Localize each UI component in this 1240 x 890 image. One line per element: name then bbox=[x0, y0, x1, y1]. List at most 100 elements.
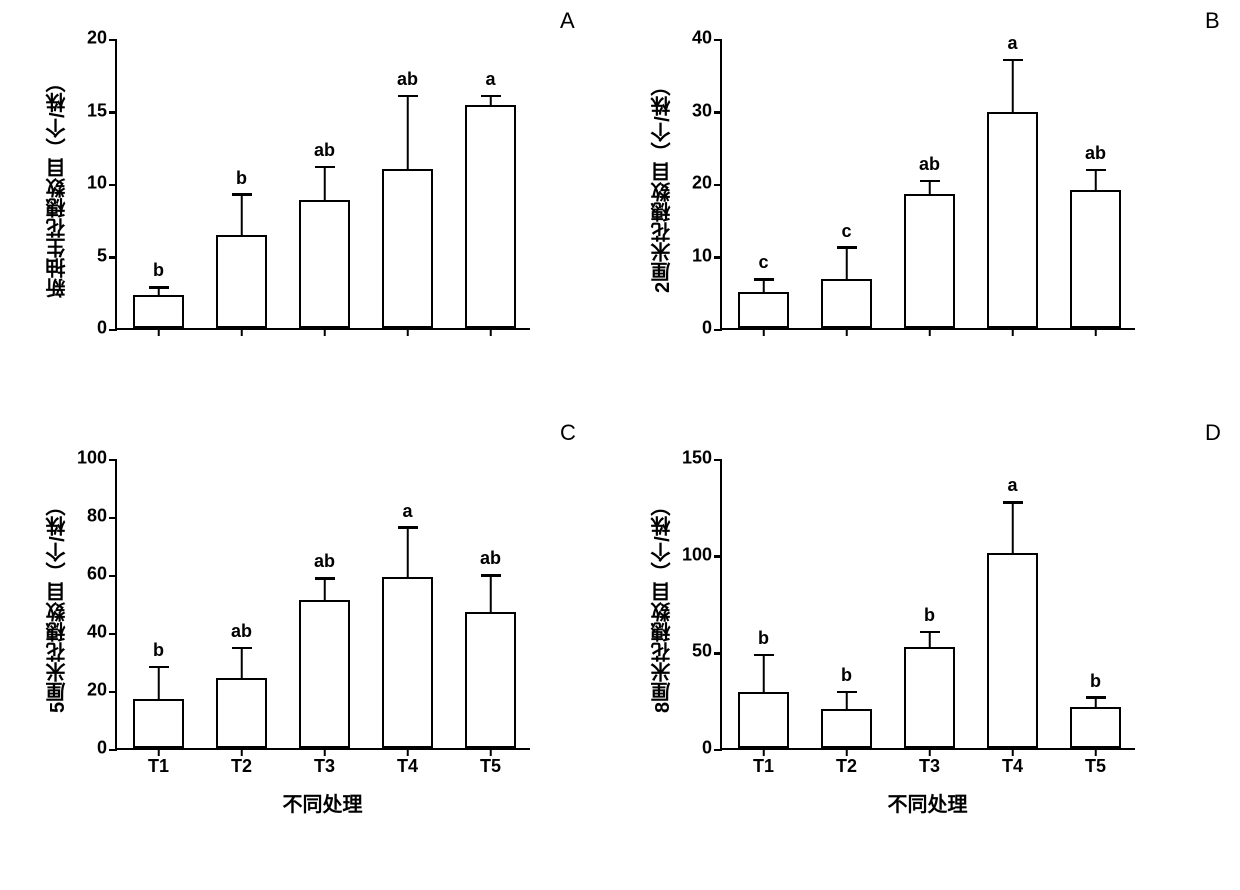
error-cap bbox=[481, 574, 501, 577]
significance-label: ab bbox=[480, 548, 501, 569]
y-tick bbox=[109, 691, 117, 694]
significance-label: b bbox=[153, 260, 164, 281]
bar bbox=[904, 647, 955, 748]
x-tick-label: T3 bbox=[919, 756, 940, 777]
x-tick bbox=[1094, 328, 1097, 336]
x-tick bbox=[240, 328, 243, 336]
error-cap bbox=[149, 666, 169, 669]
error-cap bbox=[232, 647, 252, 650]
panel-label-d: D bbox=[1205, 420, 1221, 446]
significance-label: c bbox=[841, 221, 851, 242]
x-axis-label: 不同处理 bbox=[720, 788, 1135, 817]
x-tick bbox=[323, 748, 326, 756]
y-tick-label: 15 bbox=[87, 100, 107, 121]
y-tick bbox=[714, 184, 722, 187]
error-bar bbox=[845, 692, 848, 709]
y-tick-label: 20 bbox=[87, 680, 107, 701]
error-cap bbox=[398, 95, 418, 98]
x-tick-label: T2 bbox=[836, 756, 857, 777]
y-tick bbox=[714, 39, 722, 42]
x-tick bbox=[928, 748, 931, 756]
bar bbox=[738, 692, 789, 748]
error-cap bbox=[837, 691, 857, 694]
error-cap bbox=[1003, 501, 1023, 504]
bar bbox=[382, 169, 433, 329]
significance-label: a bbox=[485, 69, 495, 90]
bar bbox=[465, 612, 516, 748]
y-tick-label: 50 bbox=[692, 641, 712, 662]
error-bar bbox=[928, 181, 931, 194]
significance-label: a bbox=[402, 501, 412, 522]
significance-label: ab bbox=[231, 621, 252, 642]
error-cap bbox=[1086, 169, 1106, 172]
bar bbox=[821, 709, 872, 748]
bar bbox=[382, 577, 433, 748]
error-cap bbox=[1003, 59, 1023, 62]
bar bbox=[738, 292, 789, 328]
y-tick bbox=[714, 329, 722, 332]
significance-label: ab bbox=[314, 140, 335, 161]
error-bar bbox=[240, 195, 243, 236]
y-axis-label: 2厘米花穗数目（个/株） bbox=[648, 40, 677, 330]
error-bar bbox=[845, 248, 848, 279]
bar bbox=[133, 699, 184, 748]
x-tick bbox=[1094, 748, 1097, 756]
x-tick bbox=[489, 748, 492, 756]
error-bar bbox=[489, 575, 492, 611]
x-tick bbox=[489, 328, 492, 336]
y-tick-label: 0 bbox=[702, 738, 712, 759]
error-bar bbox=[240, 648, 243, 678]
error-bar bbox=[762, 655, 765, 692]
error-bar bbox=[1011, 502, 1014, 552]
error-cap bbox=[149, 286, 169, 289]
significance-label: b bbox=[236, 168, 247, 189]
panel-label-a: A bbox=[560, 8, 575, 34]
significance-label: ab bbox=[1085, 143, 1106, 164]
x-tick-label: T1 bbox=[148, 756, 169, 777]
x-tick-label: T1 bbox=[753, 756, 774, 777]
bar bbox=[987, 112, 1038, 328]
y-tick bbox=[714, 459, 722, 462]
y-tick-label: 10 bbox=[692, 245, 712, 266]
error-bar bbox=[1011, 60, 1014, 112]
x-tick bbox=[240, 748, 243, 756]
bar bbox=[1070, 190, 1121, 328]
significance-label: ab bbox=[919, 154, 940, 175]
x-tick bbox=[928, 328, 931, 336]
panel-label-c: C bbox=[560, 420, 576, 446]
error-cap bbox=[315, 166, 335, 169]
y-tick bbox=[109, 459, 117, 462]
y-tick bbox=[109, 633, 117, 636]
y-tick bbox=[714, 555, 722, 558]
y-tick bbox=[109, 39, 117, 42]
x-tick-label: T3 bbox=[314, 756, 335, 777]
bar bbox=[1070, 707, 1121, 748]
chart-b: 010203040ccabaab bbox=[720, 40, 1135, 330]
y-tick bbox=[109, 749, 117, 752]
significance-label: b bbox=[153, 640, 164, 661]
x-tick bbox=[1011, 748, 1014, 756]
significance-label: b bbox=[758, 628, 769, 649]
y-tick-label: 100 bbox=[77, 448, 107, 469]
x-tick-label: T4 bbox=[397, 756, 418, 777]
error-cap bbox=[920, 180, 940, 183]
x-tick bbox=[406, 748, 409, 756]
y-tick bbox=[714, 111, 722, 114]
significance-label: ab bbox=[314, 551, 335, 572]
y-tick-label: 20 bbox=[692, 173, 712, 194]
y-axis-label: 5厘米花穗数目（个/株） bbox=[43, 460, 72, 750]
x-tick-label: T4 bbox=[1002, 756, 1023, 777]
panel-label-b: B bbox=[1205, 8, 1220, 34]
error-cap bbox=[754, 278, 774, 281]
error-bar bbox=[1094, 170, 1097, 190]
x-tick bbox=[323, 328, 326, 336]
bar bbox=[299, 600, 350, 748]
y-tick-label: 100 bbox=[682, 544, 712, 565]
y-tick bbox=[109, 111, 117, 114]
bar bbox=[133, 295, 184, 328]
y-tick-label: 0 bbox=[97, 738, 107, 759]
error-cap bbox=[920, 631, 940, 634]
y-tick-label: 0 bbox=[702, 318, 712, 339]
y-axis-label: 8厘米花穗数目（个/株） bbox=[648, 460, 677, 750]
significance-label: b bbox=[924, 605, 935, 626]
